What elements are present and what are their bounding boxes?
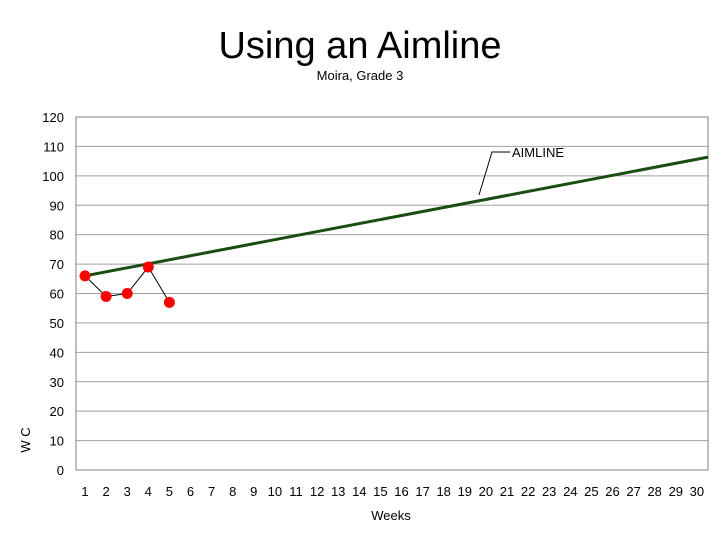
aimline-line: [84, 155, 709, 278]
data-point: [100, 290, 112, 302]
aimline-label: AIMLINE: [512, 145, 564, 160]
y-tick-label: 90: [50, 198, 64, 213]
x-axis-title: Weeks: [371, 508, 411, 523]
y-tick-label: 120: [42, 110, 64, 125]
y-tick-label: 20: [50, 404, 64, 419]
data-point: [163, 296, 175, 308]
x-tick-label: 24: [563, 484, 577, 499]
y-tick-label: 30: [50, 375, 64, 390]
y-tick-label: 40: [50, 345, 64, 360]
aimline: AIMLINE: [84, 145, 709, 278]
y-tick-label: 60: [50, 287, 64, 302]
x-tick-label: 21: [500, 484, 514, 499]
x-tick-label: 8: [229, 484, 236, 499]
x-tick-label: 12: [310, 484, 324, 499]
x-tick-label: 14: [352, 484, 366, 499]
x-tick-label: 2: [102, 484, 109, 499]
y-tick-label: 50: [50, 316, 64, 331]
x-tick-label: 13: [331, 484, 345, 499]
y-tick-label: 110: [43, 139, 64, 154]
x-tick-label: 6: [187, 484, 194, 499]
data-point: [121, 288, 133, 299]
chart-title: Moira, Grade 3: [317, 68, 404, 83]
x-tick-label: 26: [605, 484, 619, 499]
x-tick-label: 27: [626, 484, 640, 499]
x-tick-label: 11: [289, 484, 303, 499]
data-point: [142, 261, 154, 273]
x-tick-label: 5: [166, 484, 173, 499]
x-tick-label: 3: [124, 484, 131, 499]
x-tick-label: 29: [669, 484, 683, 499]
x-tick-label: 15: [373, 484, 387, 499]
x-tick-label: 19: [458, 484, 472, 499]
x-tick-label: 17: [415, 484, 429, 499]
plot-frame: [75, 116, 709, 471]
y-axis-ticks: 0 10 20 30 40 50 60 70 80 90 100 110 120: [42, 110, 64, 478]
y-tick-label: 10: [50, 434, 64, 449]
slide-title: Using an Aimline: [218, 25, 502, 67]
x-tick-label: 9: [250, 484, 257, 499]
x-tick-label: 18: [436, 484, 450, 499]
x-axis-ticks: 1 2 3 4 5 6 7 8 9 10 11 12 13 14 15 16 17 18 19 20 21 22 23 24 2…: [81, 484, 704, 499]
x-tick-label: 7: [208, 484, 215, 499]
x-tick-label: 20: [479, 484, 493, 499]
x-tick-label: 4: [145, 484, 152, 499]
x-tick-label: 10: [268, 484, 282, 499]
y-axis-title: W C: [18, 427, 33, 452]
y-tick-label: 80: [50, 228, 64, 243]
gridlines: [76, 145, 708, 442]
x-tick-label: 1: [81, 484, 88, 499]
data-series: [79, 261, 175, 308]
y-tick-label: 0: [57, 463, 64, 478]
y-tick-label: 100: [42, 169, 64, 184]
data-point: [79, 270, 91, 282]
x-tick-label: 28: [647, 484, 661, 499]
x-tick-label: 30: [690, 484, 704, 499]
x-tick-label: 23: [542, 484, 556, 499]
aimline-leader: [478, 151, 510, 196]
x-tick-label: 22: [521, 484, 535, 499]
x-tick-label: 16: [394, 484, 408, 499]
y-tick-label: 70: [50, 257, 64, 272]
x-tick-label: 25: [584, 484, 598, 499]
